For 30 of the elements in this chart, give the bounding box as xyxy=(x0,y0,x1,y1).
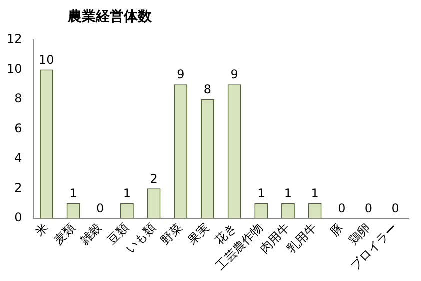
y-tick-label: 4 xyxy=(14,151,22,166)
data-label: 2 xyxy=(150,172,158,186)
y-tick-label: 10 xyxy=(6,62,22,76)
chart-title: 農業経営体数 xyxy=(68,8,152,26)
y-tick-label: 6 xyxy=(14,121,22,136)
x-tick-label: 果実 xyxy=(185,220,212,248)
data-label: 0 xyxy=(96,202,104,216)
x-tick-label: 米 xyxy=(32,220,52,240)
y-tick-label: 8 xyxy=(14,92,22,106)
x-tick-label: 鶏卵 xyxy=(346,220,374,248)
data-label: 0 xyxy=(392,202,400,216)
data-label: 9 xyxy=(230,68,238,82)
data-label: 1 xyxy=(311,186,319,201)
data-label: 0 xyxy=(338,202,346,216)
data-label: 0 xyxy=(364,202,373,216)
x-tick-label: 豆類 xyxy=(104,220,132,248)
x-tick-label: 野菜 xyxy=(158,220,186,248)
x-tick-label: 豚 xyxy=(328,220,346,240)
x-tick-label: 麦類 xyxy=(50,220,78,248)
data-label: 1 xyxy=(284,186,292,201)
data-label: 1 xyxy=(70,186,78,201)
data-label: 9 xyxy=(177,68,185,82)
y-tick-label: 12 xyxy=(6,32,22,46)
data-label: 8 xyxy=(204,82,212,97)
y-tick-label: 0 xyxy=(14,210,22,225)
data-label: 1 xyxy=(123,186,132,201)
y-tick-label: 2 xyxy=(14,180,22,195)
x-tick-label: 雑穀 xyxy=(78,220,105,248)
data-label: 1 xyxy=(258,186,266,201)
data-label: 10 xyxy=(39,52,54,67)
